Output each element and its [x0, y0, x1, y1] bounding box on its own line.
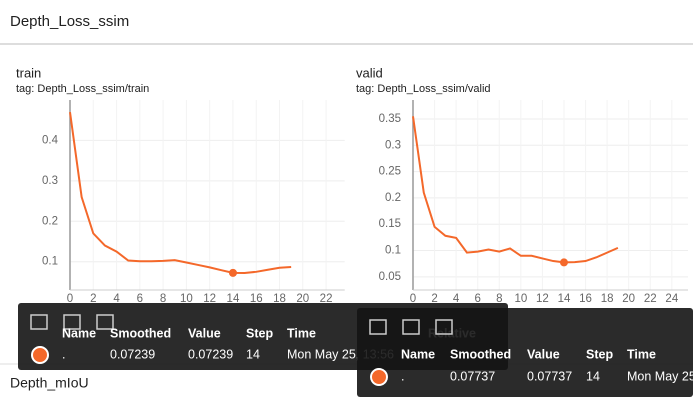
tooltip-column-header: Name: [62, 326, 96, 340]
tooltip-cell: 14: [586, 369, 600, 383]
y-tick-label: 0.2: [385, 192, 401, 204]
x-tick-label: 2: [431, 293, 437, 305]
tooltip-icon[interactable]: [96, 314, 114, 330]
tooltip: Name Smoothed Value Step Time. 0.07737 0.07737…: [357, 308, 693, 397]
tooltip-icon[interactable]: [369, 319, 387, 335]
y-tick-label: 0.25: [379, 166, 401, 178]
tooltip-column-header: Value: [527, 347, 560, 361]
y-tick-label: 0.3: [385, 139, 401, 151]
chart-title: valid: [356, 65, 383, 80]
y-tick-label: 0.15: [379, 218, 401, 230]
tooltip-swatch: [370, 368, 388, 386]
tooltip-cell: 0.07737: [527, 369, 572, 383]
next-section-title[interactable]: Depth_mIoU: [10, 375, 89, 391]
y-tick-label: 0.05: [379, 271, 401, 283]
y-tick-label: 0.35: [379, 113, 401, 125]
x-tick-label: 10: [514, 293, 527, 305]
x-tick-label: 16: [579, 293, 592, 305]
x-tick-label: 14: [227, 293, 240, 305]
x-tick-label: 8: [160, 293, 166, 305]
x-tick-label: 10: [180, 293, 193, 305]
tooltip-column-header: Time: [287, 326, 316, 340]
x-tick-label: 0: [410, 293, 416, 305]
tooltip-icon[interactable]: [435, 319, 453, 335]
hover-point: [228, 268, 237, 277]
tooltip-cell: .: [62, 347, 65, 361]
x-tick-label: 2: [90, 293, 96, 305]
tooltip-column-header: Step: [586, 347, 613, 361]
y-tick-label: 0.4: [42, 134, 59, 146]
y-tick-label: 0.1: [42, 256, 58, 268]
tooltip-box: [357, 308, 693, 397]
tooltip-cell: .: [401, 369, 404, 383]
chart-subtitle: tag: Depth_Loss_ssim/valid: [356, 83, 491, 95]
series-line: [412, 116, 619, 264]
tooltip-column-header: Value: [188, 326, 221, 340]
x-tick-label: 18: [601, 293, 614, 305]
tooltip-cell: 14: [246, 347, 260, 361]
tooltip-column-header: Smoothed: [450, 347, 511, 361]
x-tick-label: 18: [273, 293, 286, 305]
x-tick-label: 4: [113, 293, 120, 305]
x-tick-label: 20: [622, 293, 635, 305]
x-tick-label: 20: [296, 293, 309, 305]
series-line: [69, 111, 292, 275]
tooltip-column-header: Name: [401, 347, 435, 361]
tooltip-swatch: [31, 346, 49, 364]
hover-point: [559, 258, 568, 267]
y-tick-label: 0.2: [42, 215, 58, 227]
x-tick-label: 6: [137, 293, 143, 305]
x-tick-label: 8: [496, 293, 502, 305]
x-tick-label: 4: [453, 293, 460, 305]
tooltip-icon[interactable]: [30, 314, 48, 330]
tooltip-icon[interactable]: [63, 314, 81, 330]
tooltip-icon[interactable]: [402, 319, 420, 335]
x-tick-label: 12: [536, 293, 549, 305]
tooltip-cell: 0.07239: [188, 347, 233, 361]
tooltip-cell: 0.07737: [450, 369, 495, 383]
x-tick-label: 14: [558, 293, 571, 305]
chart-title: train: [16, 65, 41, 80]
tooltip-column-header: Step: [246, 326, 273, 340]
x-tick-label: 22: [320, 293, 333, 305]
tooltip-cell: Mon May 25: [627, 369, 693, 383]
x-tick-label: 16: [250, 293, 263, 305]
section-title: Depth_Loss_ssim: [10, 13, 129, 30]
chart-subtitle: tag: Depth_Loss_ssim/train: [16, 83, 149, 95]
x-tick-label: 6: [475, 293, 481, 305]
x-tick-label: 0: [67, 293, 73, 305]
y-tick-label: 0.1: [385, 245, 401, 257]
x-tick-label: 22: [644, 293, 657, 305]
tooltip-cell: 0.07239: [110, 347, 155, 361]
y-tick-label: 0.3: [42, 175, 58, 187]
x-tick-label: 24: [665, 293, 678, 305]
tooltip-column-header: Time: [627, 347, 656, 361]
tooltip-column-header: Smoothed: [110, 326, 171, 340]
x-tick-label: 12: [203, 293, 216, 305]
